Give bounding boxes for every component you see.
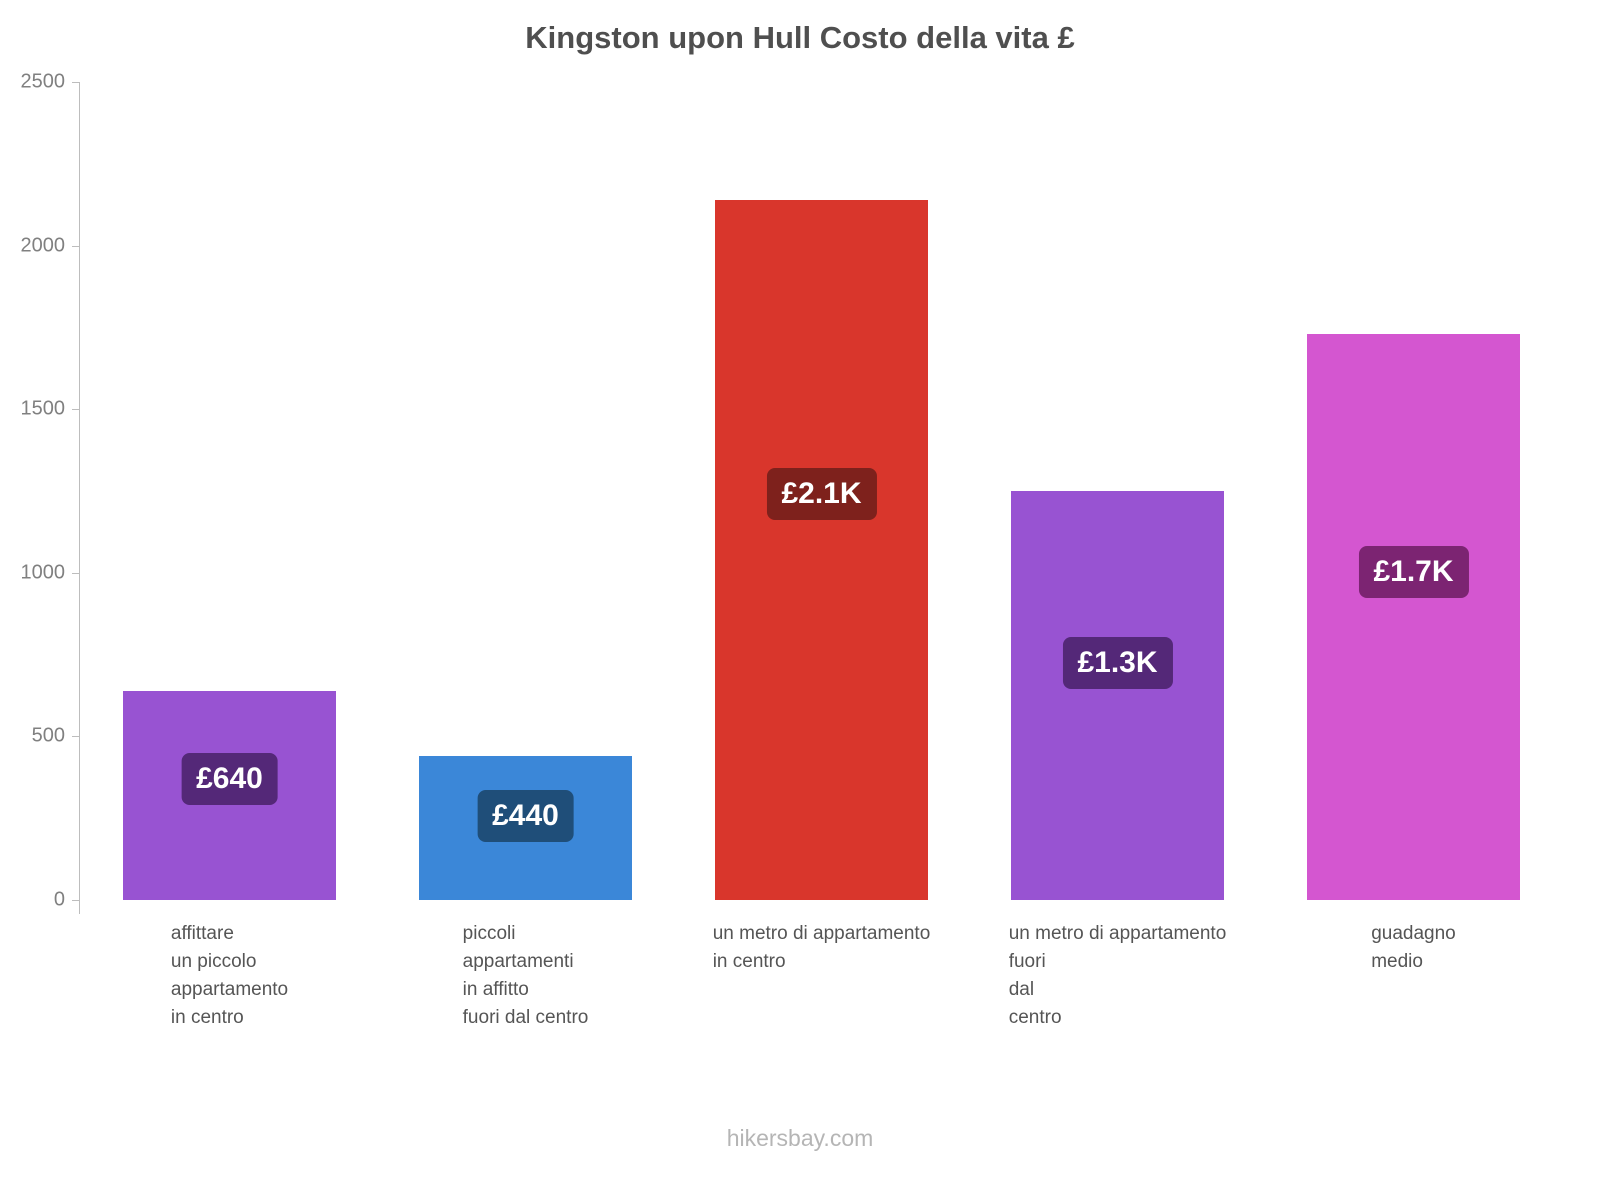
bar-value-label: £1.3K — [1062, 636, 1173, 689]
y-axis-tick-label: 500 — [31, 724, 65, 747]
bar-value-label: £2.1K — [766, 467, 877, 520]
x-axis-label-wrap: guadagno medio — [1264, 920, 1564, 976]
x-axis-label: affittare un piccolo appartamento in cen… — [170, 923, 289, 1028]
x-axis-label-wrap: piccoli appartamenti in affitto fuori da… — [376, 920, 676, 1032]
x-axis-label: piccoli appartamenti in affitto fuori da… — [462, 923, 589, 1028]
y-axis-tick — [72, 900, 79, 901]
x-axis-label: un metro di appartamento fuori dal centr… — [1008, 923, 1227, 1028]
y-axis-tick — [72, 245, 79, 247]
bar-value-label: £1.7K — [1358, 545, 1469, 598]
y-axis-tick — [72, 572, 79, 574]
chart-title: Kingston upon Hull Costo della vita £ — [525, 20, 1075, 55]
y-axis-tick-label: 0 — [53, 888, 65, 911]
y-axis-tick-label: 1000 — [20, 561, 66, 584]
bar — [1011, 491, 1224, 900]
y-axis-tick — [72, 736, 79, 738]
y-axis-tick-label: 2000 — [20, 234, 66, 257]
y-axis-line — [79, 82, 80, 914]
x-axis-label: guadagno medio — [1371, 923, 1456, 972]
x-axis-label-wrap: affittare un piccolo appartamento in cen… — [80, 920, 380, 1032]
bar-value-label: £440 — [477, 790, 574, 843]
y-axis-tick-label: 2500 — [20, 70, 66, 93]
y-axis-tick — [72, 409, 79, 411]
bar — [715, 199, 928, 900]
x-axis-label-wrap: un metro di appartamento in centro — [672, 920, 972, 976]
footer-watermark: hikersbay.com — [726, 1125, 874, 1151]
bar — [1307, 333, 1520, 900]
bar-value-label: £640 — [181, 752, 278, 805]
y-axis-tick — [72, 82, 79, 83]
x-axis-label: un metro di appartamento in centro — [712, 923, 931, 972]
x-axis-label-wrap: un metro di appartamento fuori dal centr… — [968, 920, 1268, 1032]
y-axis-tick-label: 1500 — [20, 397, 66, 420]
